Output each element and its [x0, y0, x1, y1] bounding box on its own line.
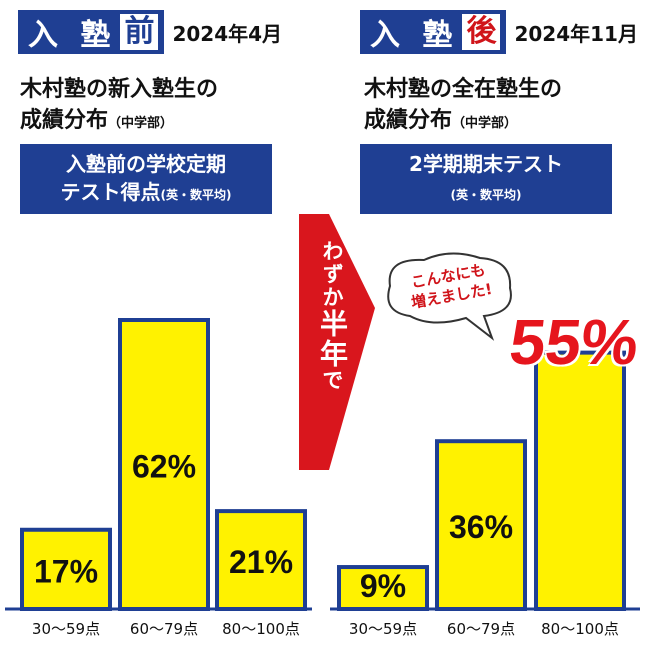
before-category-1: 30～59点	[32, 620, 100, 638]
after-title: 木村塾の全在塾生の 成績分布（中学部）	[364, 74, 562, 139]
after-bar-label-1: 9%	[360, 568, 406, 604]
after-title-line1: 木村塾の全在塾生の	[364, 77, 563, 102]
after-tag-emphasis: 後	[462, 14, 501, 50]
after-category-2: 60～79点	[447, 620, 515, 638]
before-panel: 入 塾 前 2024年4月 木村塾の新入塾生の 成績分布（中学部） 入塾前の学校…	[0, 0, 315, 646]
arrow-text-big: 半年	[316, 309, 349, 369]
after-category-3: 80～100点	[541, 620, 619, 638]
after-bar-2	[435, 439, 527, 611]
before-title: 木村塾の新入塾生の 成績分布（中学部）	[20, 74, 218, 139]
after-title-note: （中学部）	[452, 116, 518, 131]
before-title-note: （中学部）	[108, 116, 174, 131]
speech-bubble	[387, 252, 512, 341]
after-title-line2: 成績分布	[364, 108, 453, 133]
before-tag: 入 塾 前 2024年4月	[18, 10, 282, 54]
before-tag-emphasis: 前	[120, 14, 159, 50]
before-subtitle: 入塾前の学校定期 テスト得点(英・数平均)	[20, 144, 272, 214]
arrow-shape	[299, 214, 375, 470]
after-bar-label-2: 36%	[449, 509, 513, 545]
after-tag: 入 塾 後 2024年11月	[360, 10, 638, 54]
before-tag-box: 入 塾 前	[18, 10, 165, 54]
before-category-3: 80～100点	[222, 620, 300, 638]
before-sub-line1: 入塾前の学校定期	[66, 151, 226, 176]
after-sub-note: (英・数平均)	[450, 187, 522, 202]
before-title-line1: 木村塾の新入塾生の	[20, 77, 219, 102]
arrow-text-small: わずか	[320, 240, 344, 309]
after-tag-box: 入 塾 後	[360, 10, 507, 54]
before-sub-note: (英・数平均)	[160, 187, 232, 202]
before-title-line2: 成績分布	[20, 108, 109, 133]
before-bar-label-3: 21%	[229, 544, 293, 580]
before-bar-2	[118, 318, 210, 611]
before-date: 2024年4月	[172, 21, 283, 46]
highlight-55-percent: 55%	[506, 306, 642, 378]
arrow-text-end: で	[320, 369, 344, 392]
after-panel: 入 塾 後 2024年11月 木村塾の全在塾生の 成績分布（中学部） 2学期期末…	[340, 0, 655, 646]
after-bar-3	[534, 350, 626, 611]
before-bar-1	[20, 527, 112, 611]
before-category-2: 60～79点	[130, 620, 198, 638]
before-tag-main: 入 塾	[28, 18, 117, 53]
after-category-1: 30～59点	[349, 620, 417, 638]
before-bar-label-1: 17%	[34, 553, 98, 589]
before-sub-line2: テスト得点	[60, 179, 161, 204]
arrow-text: わずか半年で	[306, 240, 352, 392]
after-tag-main: 入 塾	[370, 18, 459, 53]
after-date: 2024年11月	[514, 21, 638, 46]
after-subtitle: 2学期期末テスト (英・数平均)	[360, 144, 612, 214]
before-bar-3	[215, 509, 307, 612]
after-sub-line1: 2学期期末テスト	[409, 151, 563, 176]
before-bar-label-2: 62%	[132, 449, 196, 485]
after-bar-1	[337, 565, 429, 612]
